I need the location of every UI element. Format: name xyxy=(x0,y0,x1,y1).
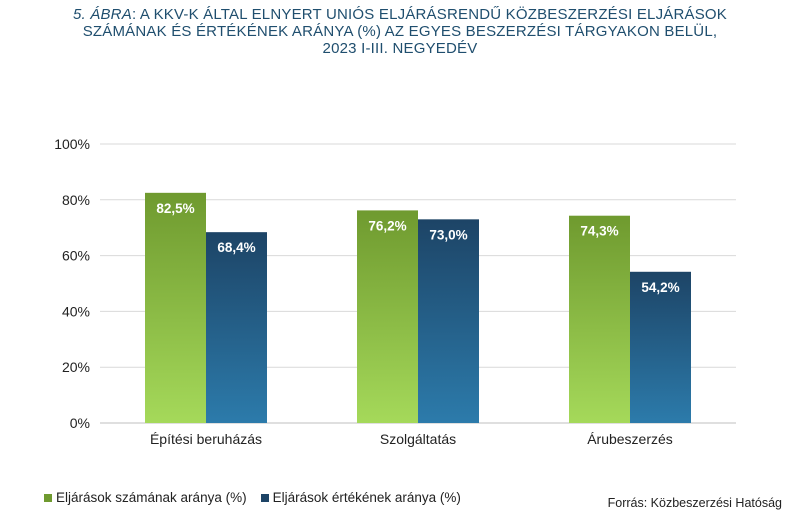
bar-count xyxy=(357,210,418,423)
bar-count xyxy=(569,215,630,423)
x-category-label: Szolgáltatás xyxy=(380,431,456,447)
legend-label-count: Eljárások számának aránya (%) xyxy=(56,490,247,505)
title-text-1: : A KKV-K ÁLTAL ELNYERT UNIÓS ELJÁRÁSREN… xyxy=(131,6,727,23)
legend-swatch-blue xyxy=(260,493,269,502)
legend-item-value: Eljárások értékének aránya (%) xyxy=(260,490,461,505)
title-line-1: 5. ÁBRA: A KKV-K ÁLTAL ELNYERT UNIÓS ELJ… xyxy=(0,6,800,23)
data-label: 68,4% xyxy=(217,240,255,255)
chart-title: 5. ÁBRA: A KKV-K ÁLTAL ELNYERT UNIÓS ELJ… xyxy=(0,6,800,57)
x-category-label: Árubeszerzés xyxy=(587,431,673,447)
bar-value xyxy=(630,271,691,423)
legend-label-value: Eljárások értékének aránya (%) xyxy=(272,490,461,505)
data-label: 74,3% xyxy=(580,224,618,239)
data-label: 82,5% xyxy=(156,201,194,216)
y-tick-label: 0% xyxy=(70,415,90,431)
title-line-2: SZÁMÁNAK ÉS ÉRTÉKÉNEK ARÁNYA (%) AZ EGYE… xyxy=(82,23,718,40)
legend-item-count: Eljárások számának aránya (%) xyxy=(44,490,247,505)
legend-swatch-green xyxy=(44,493,52,502)
data-label: 76,2% xyxy=(368,218,406,233)
x-category-label: Építési beruházás xyxy=(150,431,262,447)
y-tick-label: 100% xyxy=(54,136,90,152)
bars-layer xyxy=(145,192,691,423)
data-label: 54,2% xyxy=(641,280,679,295)
y-tick-label: 60% xyxy=(62,248,90,264)
data-label: 73,0% xyxy=(429,227,467,242)
title-line-3: 2023 I-III. NEGYEDÉV xyxy=(322,40,478,57)
bar-value xyxy=(418,219,479,423)
labels-layer: 82,5% 68,4% Építési beruházás 76,2% 73,0% Szo… xyxy=(150,201,680,447)
title-prefix: 5. ÁBRA xyxy=(73,6,132,23)
y-tick-label: 20% xyxy=(62,359,90,375)
bar-count xyxy=(145,192,206,423)
y-tick-label: 40% xyxy=(62,303,90,319)
legend: Eljárások számának aránya (%) Eljárások … xyxy=(44,490,461,505)
bar-value xyxy=(206,232,267,423)
source-note: Forrás: Közbeszerzési Hatóság xyxy=(607,496,782,510)
y-tick-label: 80% xyxy=(62,192,90,208)
